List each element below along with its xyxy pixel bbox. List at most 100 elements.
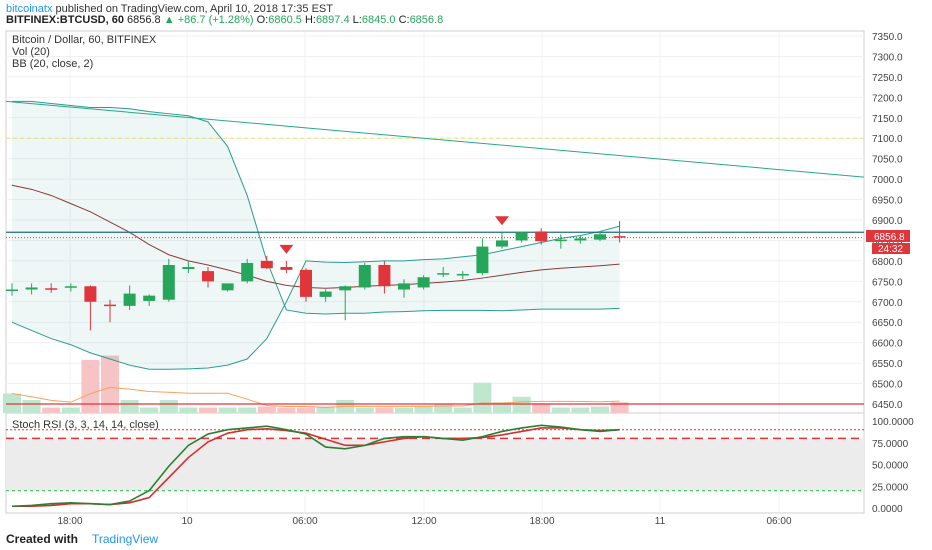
candle-body	[260, 260, 273, 269]
price-tick-label: 6700.0	[872, 298, 903, 309]
stoch-tick-label: 25.0000	[872, 482, 909, 493]
price-tick-label: 6500.0	[872, 380, 903, 391]
candle-body	[476, 246, 489, 274]
stoch-axis: 100.0000 75.0000 50.0000 25.0000 0.0000	[872, 417, 914, 515]
volume-bar	[610, 402, 629, 413]
ohlc-line: BITFINEX:BTCUSD, 60 6856.8 ▲ +86.7 (+1.2…	[6, 14, 443, 26]
stoch-title: Stoch RSI (3, 3, 14, 14, close)	[12, 419, 159, 431]
time-tick-label: 18:00	[57, 516, 82, 527]
chart-svg[interactable]: 7350.0 7300.0 7250.0 7200.0 7150.0 7100.0 7050…	[0, 0, 932, 528]
price-tick-label: 7200.0	[872, 93, 903, 104]
time-tick-label: 10	[181, 516, 193, 527]
price-tick-label: 6950.0	[872, 196, 903, 207]
countdown-text: 24:32	[878, 244, 903, 255]
tradingview-brand[interactable]: TradingView	[92, 532, 159, 546]
candle-body	[319, 291, 332, 297]
price-tick-label: 6800.0	[872, 257, 903, 268]
price-tick-label: 6900.0	[872, 216, 903, 227]
volume-bar	[120, 400, 139, 413]
volume-bar	[81, 359, 100, 413]
volume-bar	[42, 407, 61, 413]
volume-bar	[238, 407, 257, 413]
candle-body	[6, 289, 18, 292]
candle-body	[202, 271, 214, 282]
price-tick-label: 6750.0	[872, 277, 903, 288]
volume-bar	[140, 407, 159, 413]
time-axis[interactable]: 18:00 10 06:00 12:00 18:00 11 06:00	[57, 516, 791, 527]
high-value: 6897.4	[315, 14, 350, 26]
volume-bar	[551, 407, 570, 413]
candle-body	[221, 283, 234, 291]
candles[interactable]	[6, 221, 626, 331]
volume-bars	[3, 355, 629, 413]
volume-bar	[395, 407, 413, 413]
stoch-rsi-lines	[6, 424, 864, 508]
last-price: 6856.8	[127, 14, 161, 26]
volume-bar	[297, 407, 315, 413]
volume-bar	[179, 407, 198, 413]
legend-title: Bitcoin / Dollar, 60, BITFINEX	[12, 34, 157, 46]
candle-body	[241, 262, 254, 282]
volume-ma-line	[11, 386, 620, 408]
time-tick-label: 11	[655, 516, 666, 527]
countdown-tag	[872, 243, 910, 254]
stoch-k-line	[11, 424, 620, 508]
candle-body	[123, 293, 136, 306]
price-tick-label: 6600.0	[872, 339, 903, 350]
bb-fill	[12, 101, 620, 370]
open-value: 6860.5	[268, 14, 302, 26]
volume-bar	[159, 400, 178, 413]
price-tick-label: 6550.0	[872, 359, 903, 370]
candle-body	[456, 273, 469, 276]
publish-line: bitcoinatx published on TradingView.com,…	[6, 3, 333, 15]
sell-markers	[279, 216, 509, 254]
candle-body	[574, 238, 587, 241]
last-price-tag-text: 6856.8	[874, 232, 905, 243]
candle-body	[182, 267, 195, 270]
candle-body	[280, 267, 293, 270]
open-label: O:	[256, 14, 269, 26]
stoch-tick-label: 0.0000	[872, 504, 903, 515]
candle-body	[496, 240, 508, 247]
stoch-tick-label: 50.0000	[872, 461, 909, 472]
candle-body	[300, 269, 312, 297]
last-price-tag	[866, 230, 910, 242]
volume-bar	[375, 407, 394, 413]
price-tick-label: 7100.0	[872, 134, 903, 145]
candle-body	[339, 286, 352, 291]
price-tick-label: 6650.0	[872, 318, 903, 329]
candle-body	[64, 286, 77, 288]
candle-body	[143, 295, 156, 301]
bollinger-bands	[11, 100, 620, 370]
price-change: ▲ +86.7 (+1.28%)	[163, 14, 254, 26]
symbol-label: BITFINEX:BTCUSD, 60	[6, 14, 124, 26]
close-value: 6856.8	[409, 14, 444, 26]
bb-upper-line	[11, 225, 620, 370]
publish-info: published on TradingView.com, April 10, …	[55, 3, 333, 15]
low-label: L:	[352, 14, 362, 26]
price-tick-label: 7150.0	[872, 114, 903, 125]
volume-bar	[355, 407, 374, 413]
price-tick-label: 7300.0	[872, 52, 903, 63]
candle-body	[104, 304, 116, 307]
candle-body	[554, 239, 567, 242]
created-with-label: Created with	[6, 532, 79, 546]
volume-bar	[493, 402, 511, 413]
legend-bb: BB (20, close, 2)	[12, 58, 93, 70]
stoch-band-fill	[6, 438, 864, 491]
candle-body	[437, 273, 450, 275]
volume-bar	[257, 406, 276, 413]
candle-body	[84, 286, 97, 302]
close-label: C:	[398, 14, 410, 26]
legend-vol: Vol (20)	[12, 46, 50, 58]
price-tick-label: 7350.0	[872, 32, 903, 43]
candle-body	[378, 264, 391, 287]
candle-body	[594, 234, 606, 240]
volume-bar	[101, 355, 119, 413]
author-link[interactable]: bitcoinatx	[6, 3, 53, 15]
price-axis[interactable]: 7350.0 7300.0 7250.0 7200.0 7150.0 7100.0 7050…	[872, 32, 903, 411]
volume-bar	[571, 407, 590, 413]
candle-body	[25, 287, 38, 290]
stoch-tick-label: 100.0000	[872, 417, 914, 428]
low-value: 6845.0	[361, 14, 396, 26]
